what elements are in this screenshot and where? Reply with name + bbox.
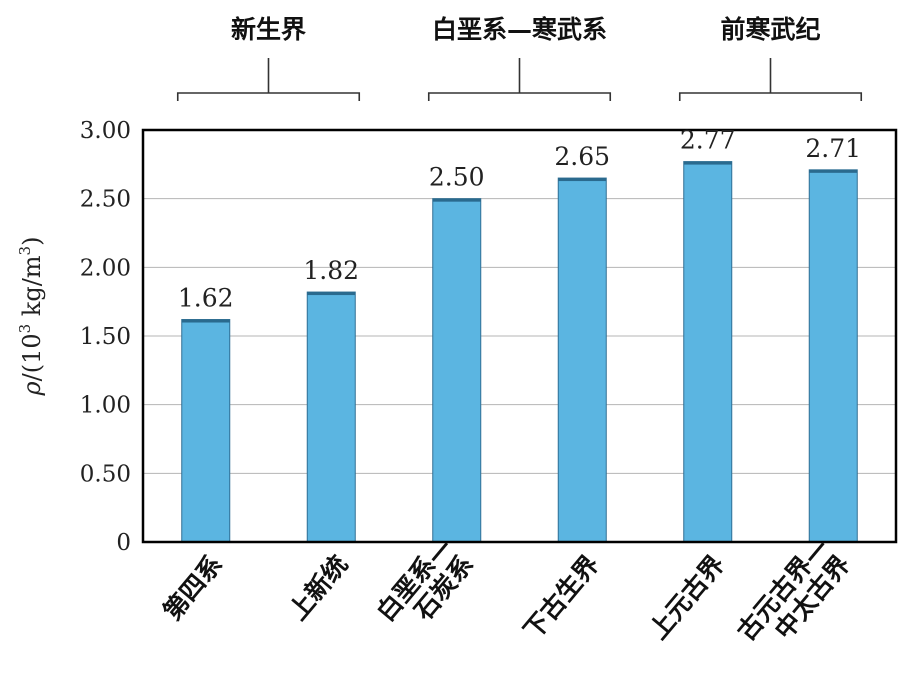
group-bracket [427,58,612,101]
bar [432,198,482,543]
group-bracket [678,58,863,101]
x-tick-label: 上元古界 [644,550,731,645]
x-tick-label-line: 下古生界 [518,550,605,645]
group-label: 新生界 [231,15,306,44]
bar [808,169,858,543]
bar-value-label: 2.65 [554,142,610,171]
y-axis-prefix: /(10 [18,333,46,381]
x-tick-label: 第四系 [158,550,228,626]
y-axis-symbol: ρ [18,381,46,396]
y-tick-label: 0 [116,530,131,556]
y-axis-exponent: 3 [16,324,34,334]
group-label: 前寒武纪 [720,15,820,44]
y-tick-label: 1.00 [80,393,131,419]
bar-value-label: 2.50 [429,163,485,192]
y-axis-exponent-2: 3 [16,246,34,256]
group-bracket [176,58,361,101]
y-tick-label: 0.50 [80,461,131,487]
bar-value-label: 2.77 [680,126,736,155]
bar [683,161,733,543]
plot-frame [141,128,898,544]
x-tick-label: 上新统 [283,550,353,626]
y-axis-suffix: ) [18,237,46,246]
x-tick-label-line: 第四系 [158,550,228,626]
y-tick-label: 1.50 [80,324,131,350]
x-tick-label: 白垩系—石炭系 [371,532,479,627]
x-tick-label: 古元古界—中太古界 [731,532,855,646]
bar-top-edge [809,169,858,173]
bar [557,177,607,543]
y-axis-label: ρ/(103 kg/m3) [16,237,46,397]
bar-top-edge [432,198,481,202]
y-axis-unit: kg/m [18,255,46,324]
bar-value-label: 2.71 [805,134,861,163]
y-tick-label: 3.00 [80,118,131,144]
bar-value-label: 1.62 [178,284,234,313]
y-tick-label: 2.00 [80,255,131,281]
group-label: 白垩系—寒武系 [432,15,607,44]
bar-top-edge [181,319,230,323]
bar [306,291,356,543]
y-tick-label: 2.50 [80,187,131,213]
x-tick-label: 下古生界 [518,550,605,645]
bar-top-edge [683,161,732,165]
bar-value-label: 1.82 [303,256,359,285]
x-tick-label-line: 上元古界 [644,550,731,645]
bar-top-edge [307,292,356,296]
bar [181,319,231,543]
x-tick-label-line: 上新统 [283,550,353,626]
bar-top-edge [558,178,607,182]
